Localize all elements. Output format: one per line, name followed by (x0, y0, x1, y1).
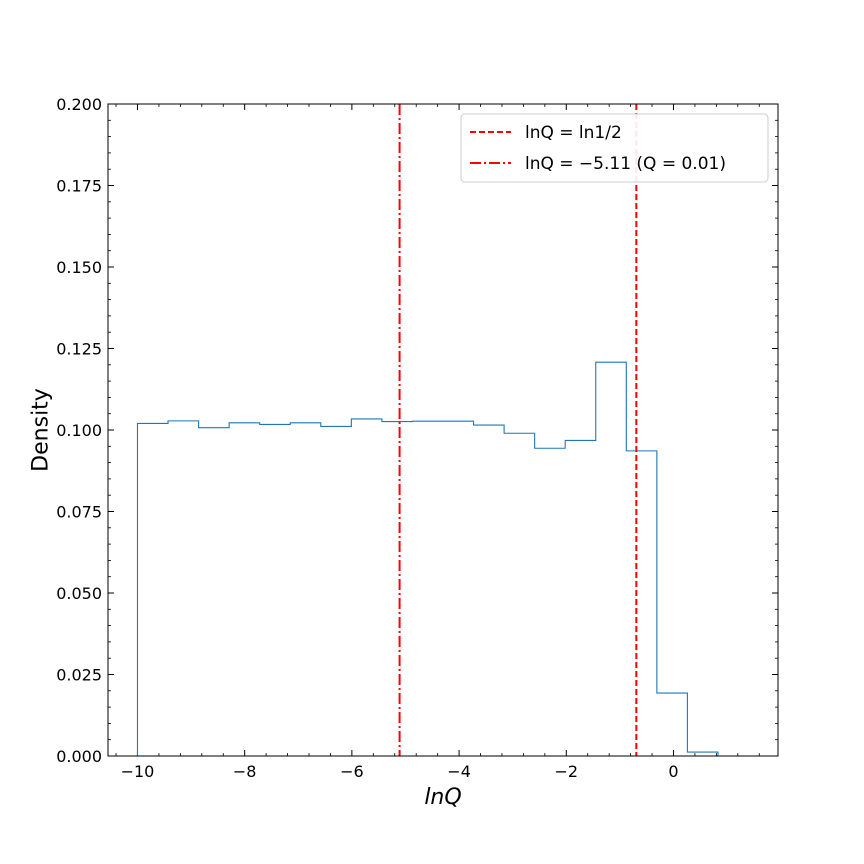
x-axis-label: lnQ (424, 785, 461, 810)
y-tick-label: 0.200 (56, 95, 102, 114)
legend-entry-label: lnQ = ln1/2 (525, 123, 622, 143)
histogram-series (136, 361, 719, 756)
y-tick-label: 0.025 (56, 666, 102, 685)
legend-entry-label: lnQ = −5.11 (Q = 0.01) (525, 154, 726, 174)
y-tick-label: 0.050 (56, 584, 102, 603)
y-tick-label: 0.100 (56, 421, 102, 440)
x-tick-label: −8 (233, 762, 257, 781)
y-tick-label: 0.150 (56, 258, 102, 277)
x-tick-label: 0 (668, 762, 678, 781)
legend-box (460, 113, 769, 183)
histogram-step-line (136, 361, 719, 756)
y-tick-label: 0.175 (56, 177, 102, 196)
x-tick-label: −4 (447, 762, 471, 781)
y-axis-label: Density (29, 388, 54, 472)
y-tick-label: 0.125 (56, 340, 102, 359)
x-tick-label: −6 (340, 762, 364, 781)
x-tick-label: −2 (554, 762, 578, 781)
tick-labels: −10 −8 −6 −4 −2 0 0.000 0.025 0.050 0.075 0.100 0.1… (56, 95, 678, 781)
y-tick-label: 0.075 (56, 503, 102, 522)
legend: lnQ = ln1/2 lnQ = −5.11 (Q = 0.01) (460, 113, 769, 183)
reference-lines (398, 104, 638, 756)
plot-area-frame (107, 103, 779, 757)
y-tick-label: 0.000 (56, 747, 102, 766)
x-tick-label: −10 (121, 762, 155, 781)
major-ticks (108, 103, 778, 757)
